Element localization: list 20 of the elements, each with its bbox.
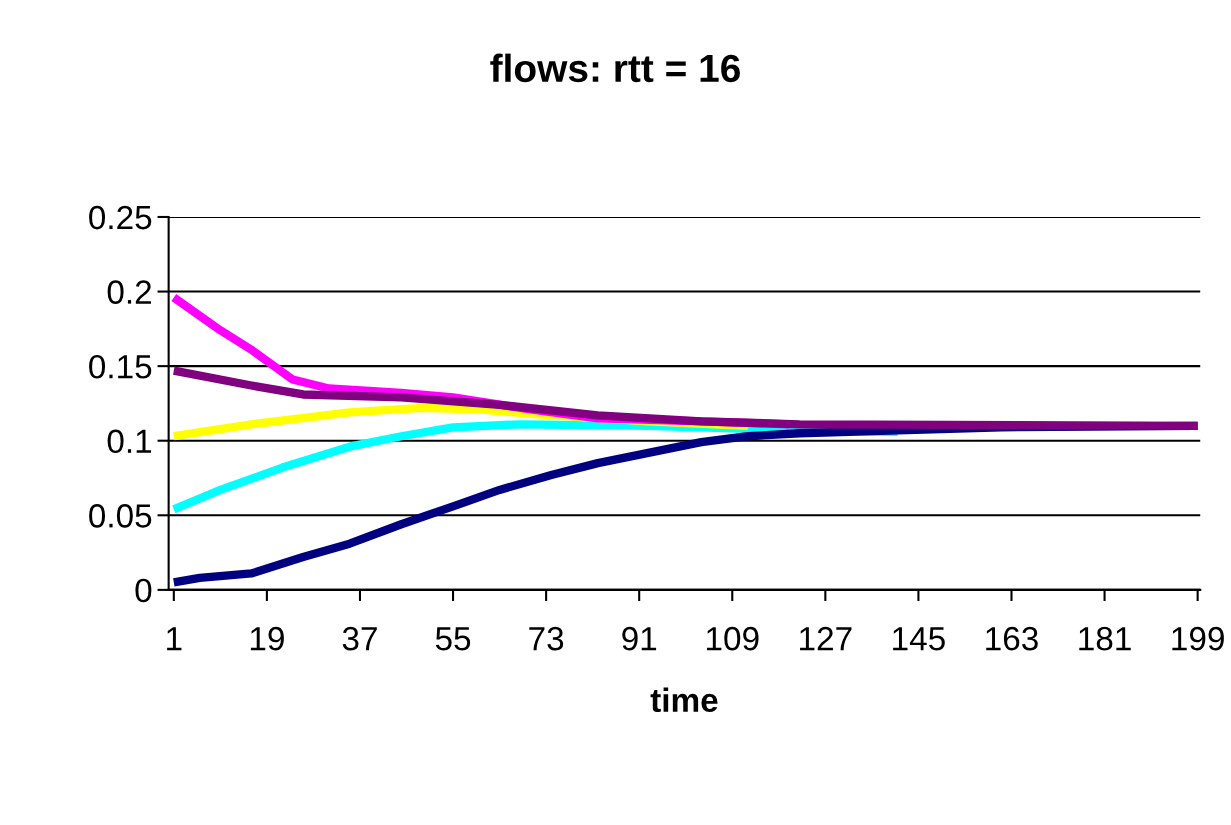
x-tick-label: 37 [342,626,377,651]
y-tick-label: 0.2 [107,280,152,304]
x-tick-label: 199 [1172,626,1224,651]
y-tick-label: 0.1 [107,429,152,454]
x-tick-label: 91 [622,626,657,651]
x-tick-label: 145 [893,627,945,651]
chart-title: flows: rtt = 16 [490,53,740,83]
x-tick-label: 73 [529,626,564,651]
x-tick-label: 127 [800,626,852,651]
x-tick-label: 55 [435,627,471,651]
y-tick-label: 0 [135,578,152,603]
x-tick-label: 181 [1079,626,1131,651]
x-tick-label: 163 [986,626,1038,651]
y-tick-label: 0.25 [89,205,152,230]
y-tick-label: 0.05 [89,504,152,528]
x-tick-label: 109 [707,626,759,651]
x-tick-label: 19 [250,626,284,651]
x-axis-title: time [650,687,718,713]
x-tick-label: 1 [167,627,182,651]
y-tick-label: 0.15 [89,354,152,379]
